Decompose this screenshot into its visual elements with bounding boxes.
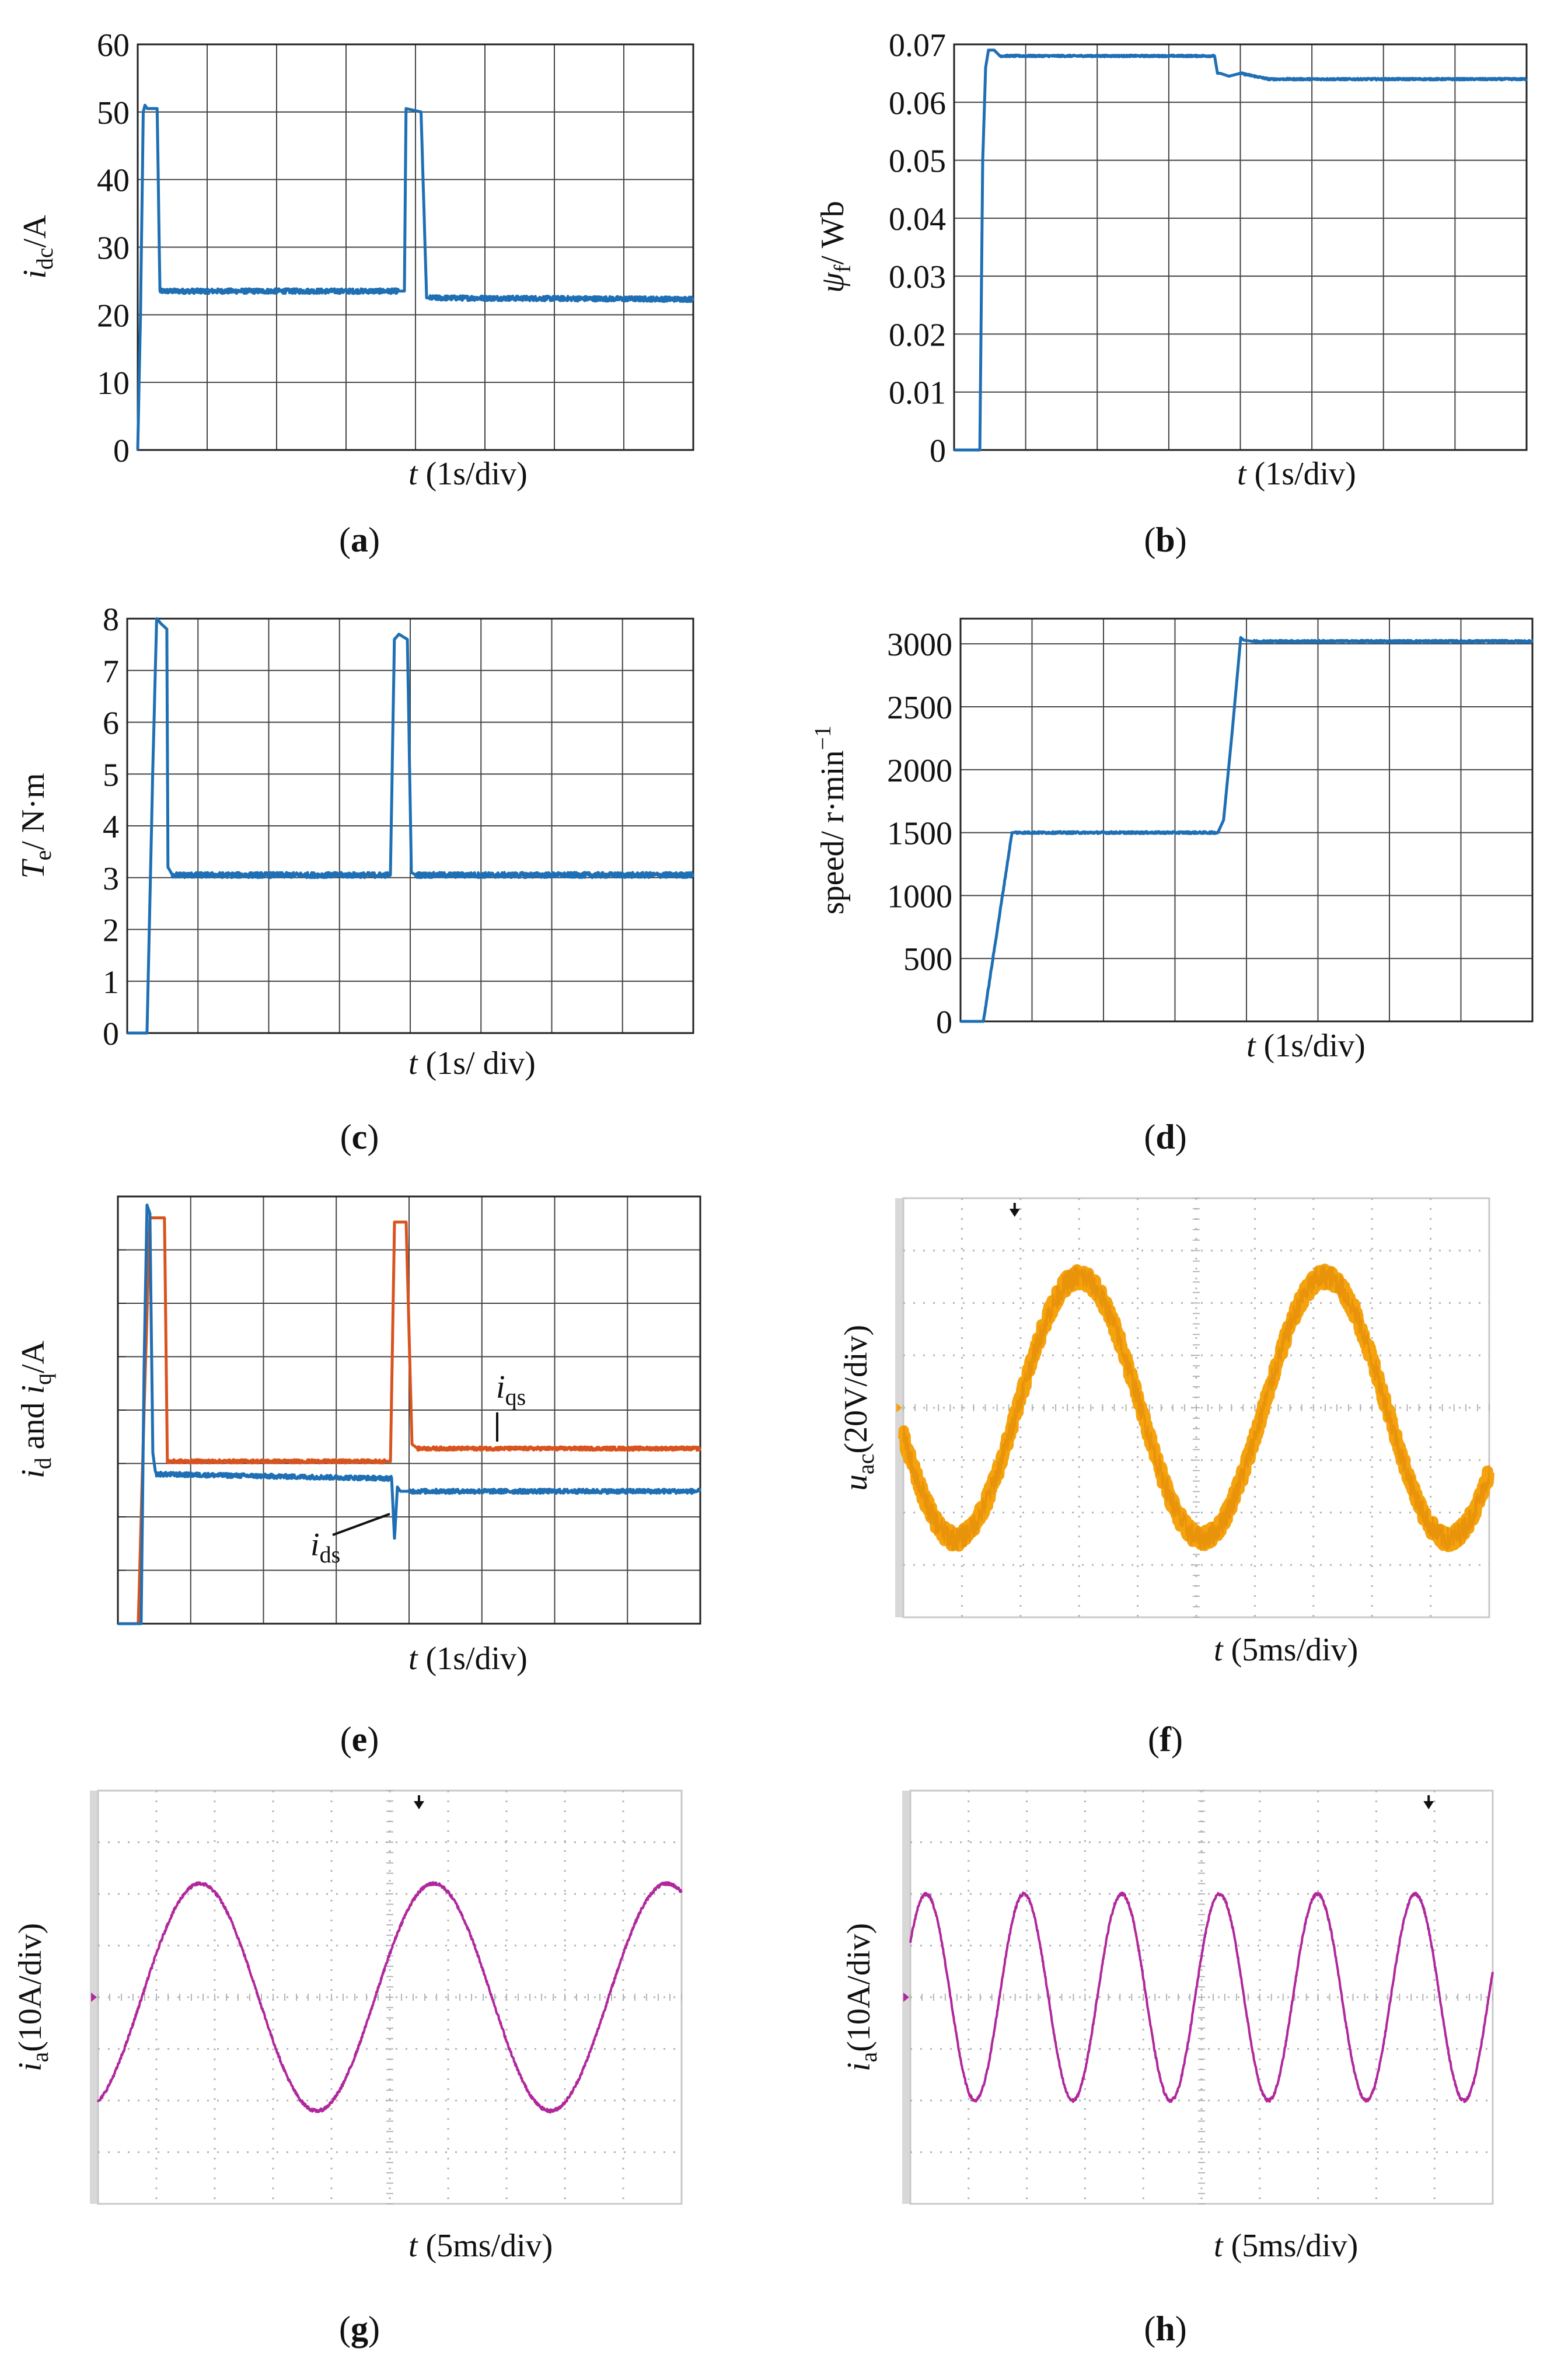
y-axis-label: idc/A <box>17 215 58 279</box>
y-tick-label: 0.04 <box>889 201 946 238</box>
y-tick-label: 10 <box>97 365 130 402</box>
panel-caption: (b) <box>1144 521 1186 559</box>
ground-marker-icon <box>903 1993 909 2002</box>
y-tick-label: 1500 <box>887 816 952 852</box>
x-axis-label: t (1s/div) <box>1246 1028 1366 1064</box>
y-ticks-c: 0 1 2 3 4 5 6 7 8 <box>103 602 119 1052</box>
grid-b <box>954 44 1527 450</box>
y-tick-label: 30 <box>97 231 130 267</box>
x-axis-label: t (5ms/div) <box>1214 2228 1358 2264</box>
y-tick-label: 0 <box>113 433 130 469</box>
ground-marker-icon <box>91 1993 97 2002</box>
panel-d: 0 500 1000 1500 2000 2500 3000 t (1s/div) speed/… <box>809 617 1534 1156</box>
series-i_dc <box>136 103 694 451</box>
trigger-arrow-icon <box>414 1795 424 1809</box>
y-tick-label: 0.02 <box>889 317 946 353</box>
y-tick-label: 50 <box>97 95 130 131</box>
series-i_ds <box>117 1203 701 1625</box>
panel-f: t (5ms/div) uac(20V/div) (f) <box>838 1197 1494 1759</box>
y-tick-label: 40 <box>97 163 130 199</box>
series-speed <box>959 636 1534 1023</box>
y-tick-label: 5 <box>103 757 119 793</box>
y-tick-label: 2 <box>103 913 119 949</box>
panel-caption: (e) <box>340 1720 379 1759</box>
panel-g: t (5ms/div) ia(10A/div) (g) <box>12 1789 683 2348</box>
y-axis-label: uac(20V/div) <box>838 1325 879 1491</box>
panel-caption: (h) <box>1144 2309 1186 2348</box>
y-tick-label: 500 <box>903 941 952 978</box>
series-i_a <box>909 1891 1494 2103</box>
y-tick-label: 0 <box>936 1004 952 1041</box>
x-axis-label: t (1s/div) <box>408 1641 528 1677</box>
y-tick-label: 0 <box>103 1016 119 1052</box>
y-tick-label: 0.03 <box>889 259 946 295</box>
series-psi_f <box>953 48 1528 452</box>
series-i_qs <box>117 1216 701 1625</box>
y-ticks-d: 0 500 1000 1500 2000 2500 3000 <box>887 627 952 1041</box>
y-axis-label: speed/ r·min−1 <box>809 725 851 915</box>
plot-frame <box>126 617 694 1034</box>
grid-g <box>97 1790 682 2204</box>
y-axis-label: Te/ N·m <box>15 773 56 878</box>
y-tick-label: 6 <box>103 706 119 742</box>
panel-caption: (d) <box>1144 1118 1186 1156</box>
series-i_a <box>97 1881 683 2114</box>
grid-h <box>910 1790 1493 2204</box>
y-tick-label: 0.07 <box>889 27 946 64</box>
iqs-label: iqs <box>496 1369 526 1410</box>
plot-frame <box>959 617 1534 1023</box>
series-T_e <box>126 617 694 1035</box>
y-tick-label: 0 <box>930 433 946 469</box>
panel-b: 0 0.01 0.02 0.03 0.04 0.05 0.06 0.07 t (1s/div) ψ… <box>815 27 1528 559</box>
ids-label: ids <box>310 1527 340 1568</box>
y-axis-label: ψf/ Wb <box>815 201 855 293</box>
y-axis-label: id and iq/A <box>15 1340 56 1478</box>
series-u_ac-noise <box>902 1265 1490 1552</box>
y-tick-label: 0.01 <box>889 375 946 411</box>
y-tick-label: 0.06 <box>889 85 946 121</box>
grid-e <box>118 1196 700 1624</box>
grid-a <box>138 44 693 450</box>
panel-caption: (f) <box>1148 1720 1183 1759</box>
x-axis-label: t (5ms/div) <box>1214 1632 1358 1668</box>
y-tick-label: 4 <box>103 809 119 845</box>
y-tick-label: 0.05 <box>889 144 946 180</box>
y-axis-label: ia(10A/div) <box>841 1923 882 2071</box>
y-ticks-b: 0 0.01 0.02 0.03 0.04 0.05 0.06 0.07 <box>889 27 946 469</box>
y-tick-label: 7 <box>103 654 119 690</box>
y-tick-label: 3000 <box>887 627 952 663</box>
y-tick-label: 1000 <box>887 878 952 915</box>
y-ticks-a: 0 10 20 30 40 50 60 <box>97 27 130 469</box>
panel-caption: (a) <box>339 521 380 559</box>
panel-a: 0 10 20 30 40 50 60 t (1s/div) idc/A (a) <box>17 27 694 559</box>
x-axis-label: t (1s/div) <box>408 456 528 492</box>
trigger-arrow-icon <box>1423 1795 1434 1809</box>
ground-marker-icon <box>896 1403 902 1412</box>
y-tick-label: 2500 <box>887 690 952 726</box>
trigger-arrow-icon <box>1009 1203 1020 1217</box>
y-tick-label: 60 <box>97 27 130 64</box>
y-axis-label: ia(10A/div) <box>12 1923 53 2071</box>
panel-caption: (c) <box>340 1118 379 1156</box>
y-tick-label: 3 <box>103 861 119 897</box>
x-axis-label: t (5ms/div) <box>408 2228 553 2264</box>
y-tick-label: 2000 <box>887 753 952 789</box>
panel-h: t (5ms/div) ia(10A/div) (h) <box>841 1789 1494 2348</box>
x-axis-label: t (1s/div) <box>1237 456 1356 492</box>
panel-caption: (g) <box>339 2309 380 2348</box>
y-tick-label: 8 <box>103 602 119 638</box>
x-axis-label: t (1s/ div) <box>408 1045 536 1081</box>
y-tick-label: 20 <box>97 298 130 334</box>
y-tick-label: 1 <box>103 964 119 1000</box>
panel-c: 0 1 2 3 4 5 6 7 8 t (1s/ div) Te/ N·m (c) <box>15 602 694 1156</box>
plot-frame <box>137 43 694 451</box>
plot-frame <box>953 43 1528 451</box>
ids-pointer <box>332 1513 390 1536</box>
panel-e: iqs ids t (1s/div) id and iq/A (e) <box>15 1195 701 1759</box>
grid-d <box>961 619 1532 1022</box>
